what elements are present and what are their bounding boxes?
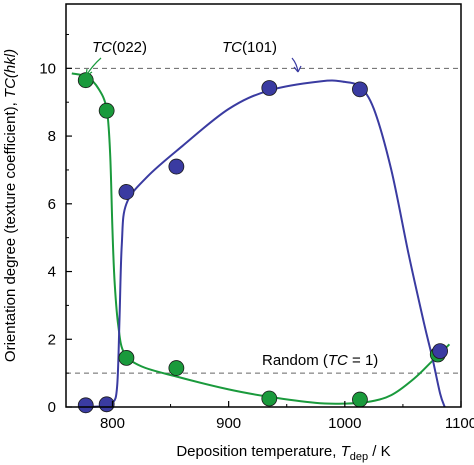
- series-arrow-tc022: [85, 57, 102, 77]
- series-label-tc101: TC(101): [222, 39, 277, 56]
- axis-ticks: 800 900 1000 1100 0 2 4 6 8 10: [39, 33, 474, 432]
- y-tick-label-8: 8: [48, 128, 56, 145]
- point-tc022-1: [98, 102, 115, 119]
- series-label-tc022: TC(022): [92, 39, 147, 56]
- point-tc101-4: [261, 80, 278, 96]
- y-tick-label-2: 2: [48, 331, 56, 348]
- x-tick-label-900: 900: [216, 415, 241, 432]
- point-tc101-2: [118, 184, 135, 200]
- random-label: Random (TC = 1): [262, 352, 378, 369]
- y-tick-label-0: 0: [48, 399, 56, 416]
- point-tc022-3: [168, 360, 185, 376]
- plot-frame: [65, 3, 462, 408]
- data-points: [77, 72, 448, 414]
- point-tc022-4: [261, 390, 278, 407]
- point-tc101-1: [98, 396, 115, 413]
- x-tick-label-1000: 1000: [328, 415, 361, 432]
- x-tick-label-1100: 1100: [445, 415, 474, 432]
- point-tc101-0: [77, 397, 94, 414]
- series-arrow-tc101: [291, 57, 302, 73]
- x-tick-label-800: 800: [100, 415, 125, 432]
- point-tc101-3: [168, 158, 185, 175]
- reference-lines: [66, 67, 461, 374]
- point-tc101-6: [432, 343, 448, 360]
- y-tick-label-4: 4: [48, 264, 56, 281]
- point-tc022-2: [118, 349, 135, 366]
- annotations: TC(022) TC(101) Random (TC = 1): [85, 39, 378, 369]
- point-tc101-5: [352, 81, 368, 98]
- x-axis-title: Deposition temperature, Tdep / K: [176, 443, 390, 463]
- point-tc022-0: [77, 72, 94, 89]
- y-tick-label-10: 10: [39, 60, 56, 77]
- point-tc022-5: [352, 391, 368, 408]
- y-axis-title: Orientation degree (texture coefficient)…: [2, 49, 19, 362]
- y-tick-label-6: 6: [48, 196, 56, 213]
